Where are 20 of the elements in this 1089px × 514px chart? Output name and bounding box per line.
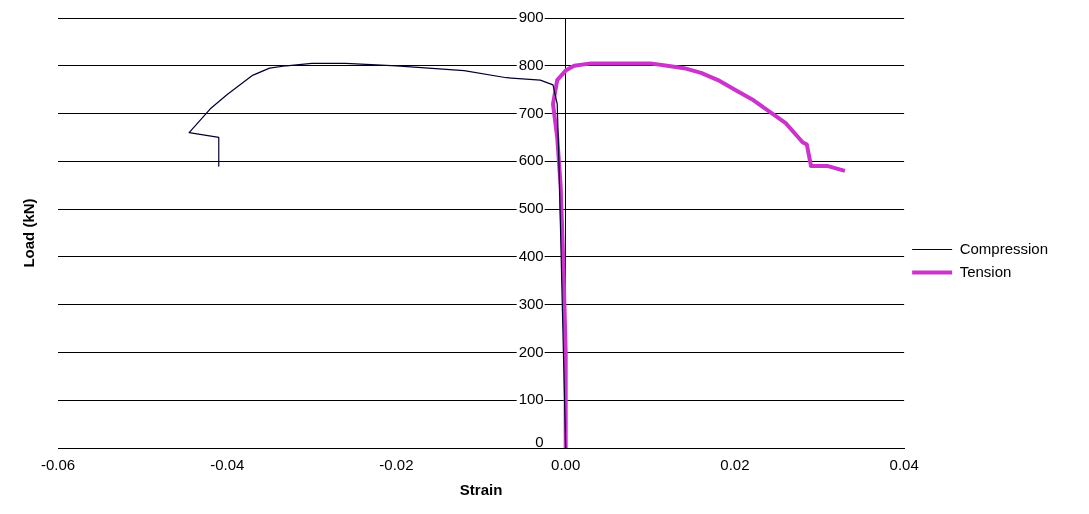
legend-label: Tension (959, 262, 1012, 280)
y-tick-label: 500 (518, 199, 544, 217)
x-tick-label: 0.00 (551, 456, 581, 474)
y-tick-label: 400 (518, 247, 544, 265)
legend-label: Compression (959, 239, 1049, 257)
y-tick-label: 300 (518, 294, 544, 312)
y-tick-label: 0 (535, 433, 544, 451)
x-tick-label: -0.02 (379, 456, 414, 474)
x-axis-title: Strain (459, 481, 503, 499)
x-tick-label: 0.02 (720, 456, 750, 474)
y-tick-label: 800 (518, 55, 544, 73)
x-tick-label: 0.04 (889, 456, 919, 474)
y-tick-label: 700 (518, 103, 544, 121)
y-tick-label: 600 (518, 151, 544, 169)
x-tick-label: -0.04 (210, 456, 245, 474)
y-tick-label: 900 (518, 8, 544, 26)
y-axis-title: Load (kN) (20, 198, 38, 268)
y-tick-label: 200 (518, 342, 544, 360)
y-tick-label: 100 (518, 390, 544, 408)
x-tick-label: -0.06 (40, 456, 76, 474)
